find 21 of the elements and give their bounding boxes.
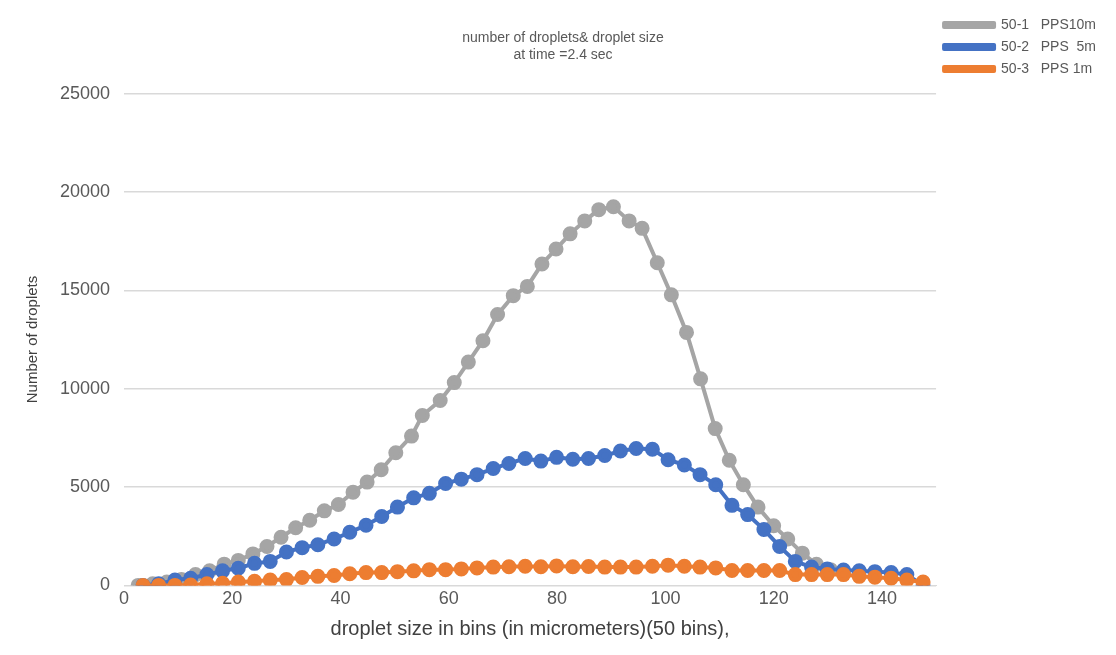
y-tick-label: 20000	[59, 180, 111, 201]
text: number of droplets& droplet size	[462, 29, 664, 46]
x-tick-label: 20	[222, 588, 243, 609]
y-tick-label: 5000	[70, 476, 111, 497]
x-tick-label: 60	[438, 588, 459, 609]
text: at time =2.4 sec	[513, 46, 613, 63]
x-tick-label: 140	[866, 588, 897, 609]
x-axis-title: droplet size in bins (in micrometers)(50 bins),	[330, 616, 730, 639]
x-tick-label: 80	[547, 588, 568, 609]
y-axis-title: Number of droplets	[23, 275, 41, 404]
legend-label: 50-2 PPS 5m	[1001, 37, 1096, 54]
x-tick-label: 120	[758, 588, 789, 609]
y-tick-label: 0	[100, 574, 111, 595]
legend-label: 50-1 PPS10m	[1001, 15, 1096, 32]
y-tick-label: 25000	[59, 82, 111, 103]
legend-label: 50-3 PPS 1m	[1001, 59, 1093, 76]
x-tick-label: 40	[330, 588, 351, 609]
y-tick-label: 15000	[59, 279, 111, 300]
y-tick-label: 10000	[59, 377, 111, 398]
x-tick-label: 0	[119, 588, 130, 609]
x-tick-label: 100	[650, 588, 681, 609]
